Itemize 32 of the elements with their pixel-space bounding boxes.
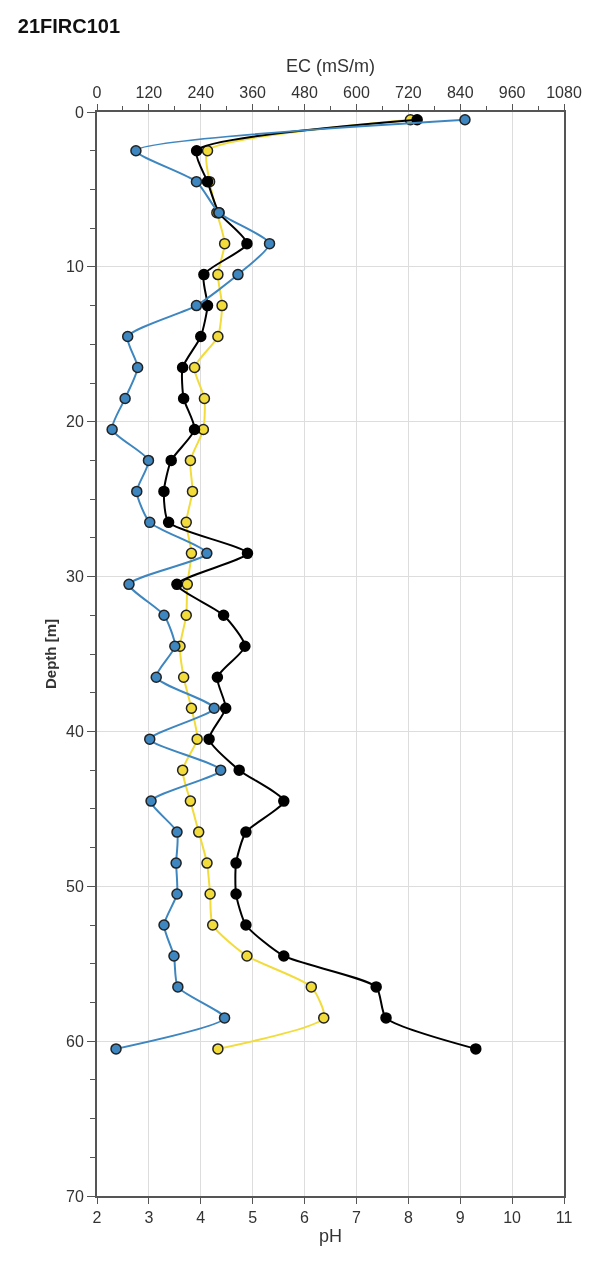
x2-tick-label: 720 [394, 83, 422, 101]
y-tick-label: 10 [66, 258, 84, 276]
y-tick-label: 60 [66, 1032, 84, 1050]
x-tick-label: 3 [144, 1209, 154, 1227]
x2-tick-label: 1080 [546, 83, 582, 101]
x-tick-label: 4 [196, 1209, 206, 1227]
x2-tick-label: 480 [291, 83, 319, 101]
x-tick-label: 8 [403, 1209, 413, 1227]
y-tick-label: 0 [74, 103, 84, 121]
chart-title: 21FIRC101 [17, 15, 121, 38]
x-tick-label: 6 [300, 1209, 310, 1227]
x2-tick-label: 840 [446, 83, 474, 101]
y-axis-title: Depth [m] [41, 619, 59, 689]
y-tick-label: 20 [66, 413, 84, 431]
x-tick-label: 9 [455, 1209, 465, 1227]
x-tick-label: 5 [248, 1209, 258, 1227]
x2-axis-title: EC (mS/m) [286, 56, 375, 77]
x2-tick-label: 360 [239, 83, 267, 101]
x-tick-label: 7 [351, 1209, 361, 1227]
y-tick-label: 30 [66, 568, 84, 586]
y-tick-label: 70 [66, 1187, 84, 1205]
x2-tick-label: 240 [187, 83, 215, 101]
x-axis-title: pH [318, 1225, 343, 1246]
y-tick-label: 50 [66, 877, 84, 895]
x2-tick-label: 600 [343, 83, 370, 101]
y-tick-label: 40 [66, 723, 84, 741]
x-tick-label: 11 [555, 1209, 573, 1227]
x2-tick-label: 960 [498, 83, 526, 101]
x-tick-label: 2 [92, 1209, 102, 1227]
x-tick-label: 10 [503, 1209, 522, 1227]
x2-tick-label: 120 [135, 83, 163, 101]
x2-tick-label: 0 [92, 83, 102, 101]
